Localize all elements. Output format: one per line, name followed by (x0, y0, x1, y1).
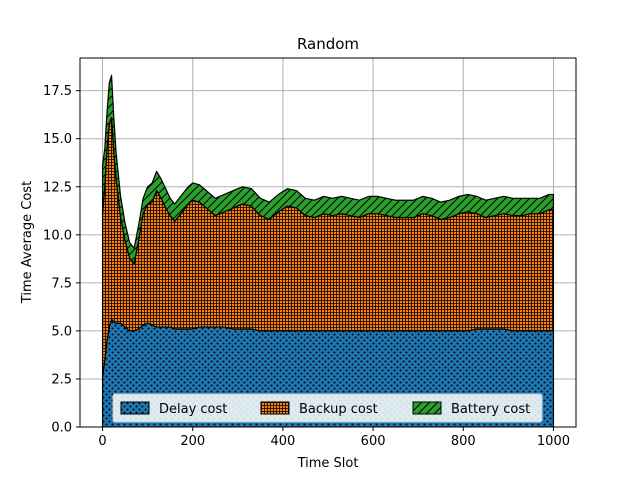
x-tick-label: 600 (361, 434, 386, 449)
chart-title: Random (297, 35, 359, 53)
y-tick-label: 12.5 (43, 180, 72, 195)
legend-swatch-backup (260, 401, 290, 415)
legend-label-battery: Battery cost (451, 402, 530, 417)
y-tick-label: 15.0 (43, 132, 72, 147)
y-tick-label: 7.5 (51, 276, 72, 291)
x-axis-title: Time Slot (297, 456, 359, 471)
legend-label-delay: Delay cost (159, 402, 227, 417)
battery-cost-area (101, 74, 555, 265)
y-tick-label: 5.0 (51, 324, 72, 339)
x-tick-label: 400 (270, 434, 295, 449)
y-tick-label: 10.0 (43, 228, 72, 243)
y-axis-title: Time Average Cost (20, 181, 35, 304)
legend-box (112, 393, 543, 423)
legend-swatch-delay (120, 401, 150, 415)
plot-frame (79, 57, 577, 428)
legend: Delay cost Backup cost Battery cost (112, 393, 543, 423)
legend-swatch-battery (412, 401, 442, 415)
axis-ticks: 0 200 400 600 800 1000 0.0 2.5 5.0 7.5 10.0 12.5 15.… (43, 84, 570, 449)
legend-label-backup: Backup cost (299, 402, 378, 417)
y-tick-label: 0.0 (51, 421, 72, 436)
x-tick-label: 0 (98, 434, 106, 449)
y-tick-label: 2.5 (51, 372, 72, 387)
x-tick-label: 800 (451, 434, 476, 449)
x-tick-label: 1000 (537, 434, 570, 449)
x-tick-label: 200 (180, 434, 205, 449)
y-tick-label: 17.5 (43, 84, 72, 99)
